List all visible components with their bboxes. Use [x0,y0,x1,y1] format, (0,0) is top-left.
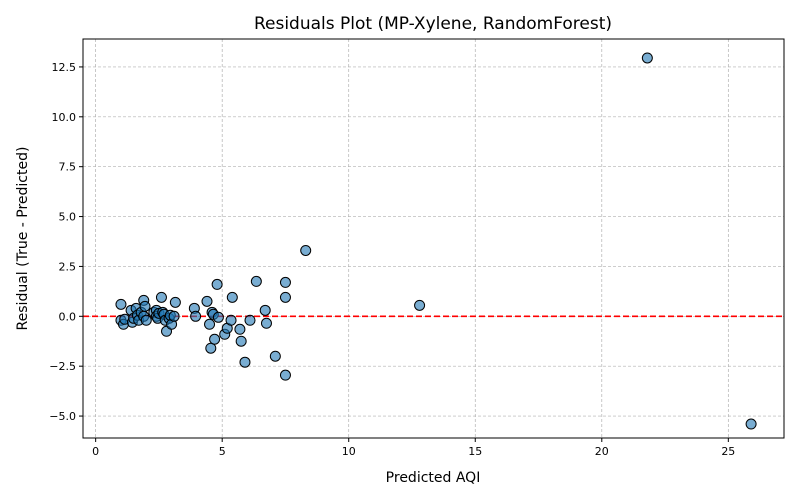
scatter-point [260,317,272,329]
scatter-point [140,314,152,326]
scatter-point [168,310,180,322]
y-tick-label: 2.5 [59,260,77,273]
x-tick-label: 25 [721,445,735,458]
y-tick-label: 7.5 [59,161,77,174]
x-tick-label: 10 [342,445,356,458]
x-axis-title: Predicted AQI [386,470,481,486]
x-tick-label: 15 [468,445,482,458]
scatter-point [279,291,291,303]
scatter-point [641,52,653,64]
scatter-point [190,310,202,322]
scatter-point [201,295,213,307]
scatter-point [212,311,224,323]
y-tick-label: −5.0 [49,410,76,423]
scatter-point [235,335,247,347]
y-tick-label: 5.0 [59,211,77,224]
scatter-point [279,276,291,288]
plot-frame [82,38,785,439]
x-tick-label: 5 [219,445,226,458]
x-tick-label: 0 [92,445,99,458]
scatter-point [250,275,262,287]
scatter-point [209,333,221,345]
scatter-point [169,296,181,308]
x-axis: 0 5 10 15 20 25 [92,438,735,458]
scatter-point [244,314,256,326]
scatter-point [269,350,281,362]
scatter-point [155,291,167,303]
scatter-point [239,356,251,368]
scatter-point [226,291,238,303]
data-points [115,52,757,430]
scatter-point [211,278,223,290]
x-tick-label: 20 [595,445,609,458]
scatter-point [139,300,151,312]
y-axis-title: Residual (True - Predicted) [15,147,31,331]
y-axis: −5.0 −2.5 0.0 2.5 5.0 7.5 10.0 12.5 [49,61,83,423]
chart-title: Residuals Plot (MP-Xylene, RandomForest) [254,14,612,34]
y-tick-label: 0.0 [59,310,77,323]
scatter-point [259,304,271,316]
scatter-point [414,299,426,311]
scatter-point [745,418,757,430]
y-tick-label: −2.5 [49,360,76,373]
scatter-point [300,244,312,256]
y-tick-label: 12.5 [52,61,77,74]
scatter-point [225,314,237,326]
scatter-point [204,318,216,330]
scatter-point [115,298,127,310]
scatter-point [279,369,291,381]
scatter-point [234,323,246,335]
y-tick-label: 10.0 [52,111,77,124]
